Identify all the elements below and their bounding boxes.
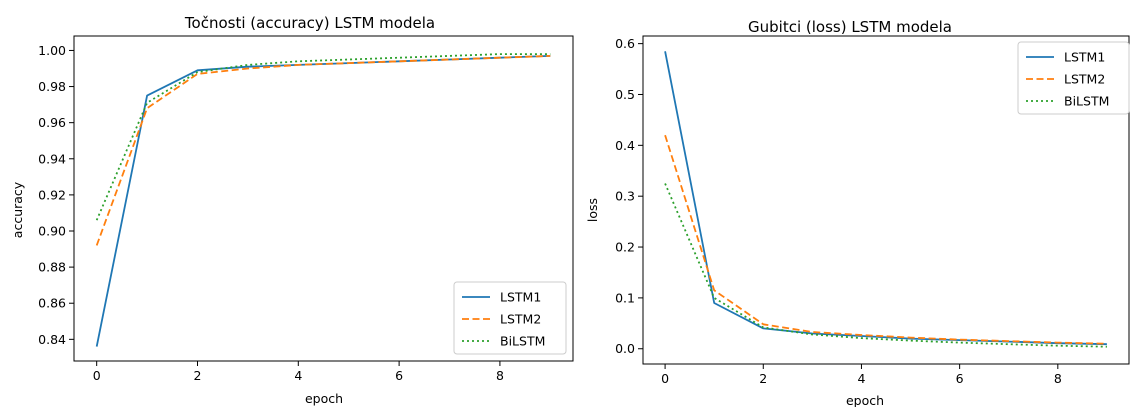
accuracy-chart-legend-label-lstm1: LSTM1	[500, 290, 541, 305]
loss-chart-line-lstm1	[664, 51, 1107, 346]
loss-chart-xtick-label: 8	[1054, 371, 1062, 386]
accuracy-chart-xtick-label: 4	[294, 368, 302, 383]
accuracy-chart-line-lstm2	[95, 55, 551, 246]
accuracy-chart-ytick-label: 0.92	[38, 187, 66, 202]
loss-chart-line-lstm2	[664, 134, 1107, 345]
accuracy-chart-ytick-label: 0.90	[38, 224, 66, 239]
loss-chart-xtick-label: 2	[759, 371, 767, 386]
loss-chart-legend-box	[1017, 41, 1130, 115]
accuracy-chart-xtick-label: 2	[194, 368, 202, 383]
accuracy-chart-legend-label-bilstm: BiLSTM	[500, 334, 545, 349]
loss-chart-xlabel: epoch	[846, 393, 884, 407]
accuracy-chart: Točnosti (accuracy) LSTM modela epoch ac…	[10, 14, 574, 406]
loss-chart-line-bilstm	[664, 183, 1107, 348]
loss-chart-ytick-label: 0.5	[615, 87, 635, 102]
accuracy-chart-ticks: 0 2 4 6 8 0.84 0.86 0.88 0.90 0.92 0.94 0.96 0.98 1.0…	[38, 43, 504, 383]
accuracy-chart-xtick-label: 8	[496, 368, 504, 383]
loss-chart: Gubitci (loss) LSTM modela epoch loss 0 2…	[585, 18, 1130, 407]
accuracy-chart-ytick-label: 0.88	[38, 260, 66, 275]
accuracy-chart-ylabel: accuracy	[10, 181, 25, 238]
accuracy-chart-ytick-label: 0.86	[38, 296, 66, 311]
loss-chart-legend-label-bilstm: BiLSTM	[1064, 94, 1109, 109]
accuracy-chart-legend-label-lstm2: LSTM2	[500, 312, 541, 327]
loss-chart-ticks: 0 2 4 6 8 0.0 0.1 0.2 0.3 0.4 0.5 0.6	[615, 36, 1062, 386]
loss-chart-title: Gubitci (loss) LSTM modela	[748, 18, 952, 36]
loss-chart-xtick-label: 4	[857, 371, 865, 386]
loss-chart-ytick-label: 0.4	[615, 138, 635, 153]
loss-chart-ytick-label: 0.0	[615, 341, 635, 356]
accuracy-chart-ytick-label: 0.96	[38, 115, 66, 130]
accuracy-chart-ytick-label: 1.00	[38, 43, 66, 58]
accuracy-chart-ytick-label: 0.98	[38, 79, 66, 94]
loss-chart-ytick-label: 0.3	[615, 189, 635, 204]
loss-chart-ytick-label: 0.6	[615, 36, 635, 51]
loss-chart-legend-label-lstm2: LSTM2	[1064, 72, 1105, 87]
accuracy-chart-ytick-label: 0.94	[38, 151, 66, 166]
loss-chart-xtick-label: 0	[661, 371, 669, 386]
accuracy-chart-xtick-label: 6	[395, 368, 403, 383]
accuracy-chart-ytick-label: 0.84	[38, 332, 66, 347]
accuracy-chart-xtick-label: 0	[93, 368, 101, 383]
loss-chart-legend-label-lstm1: LSTM1	[1064, 50, 1105, 65]
accuracy-chart-lines	[95, 53, 551, 347]
loss-chart-frame	[642, 35, 1130, 365]
accuracy-chart-title: Točnosti (accuracy) LSTM modela	[184, 14, 435, 32]
loss-chart-ytick-label: 0.1	[615, 290, 635, 305]
loss-chart-ytick-label: 0.2	[615, 240, 635, 255]
accuracy-chart-xlabel: epoch	[305, 391, 343, 406]
accuracy-chart-legend: LSTM1 LSTM2 BiLSTM	[453, 281, 567, 355]
loss-chart-lines	[664, 51, 1107, 348]
loss-chart-legend: LSTM1 LSTM2 BiLSTM	[1017, 41, 1130, 115]
loss-chart-ylabel: loss	[585, 198, 600, 222]
accuracy-chart-legend-box	[453, 281, 567, 355]
accuracy-chart-frame	[73, 35, 574, 362]
loss-chart-xtick-label: 6	[956, 371, 964, 386]
